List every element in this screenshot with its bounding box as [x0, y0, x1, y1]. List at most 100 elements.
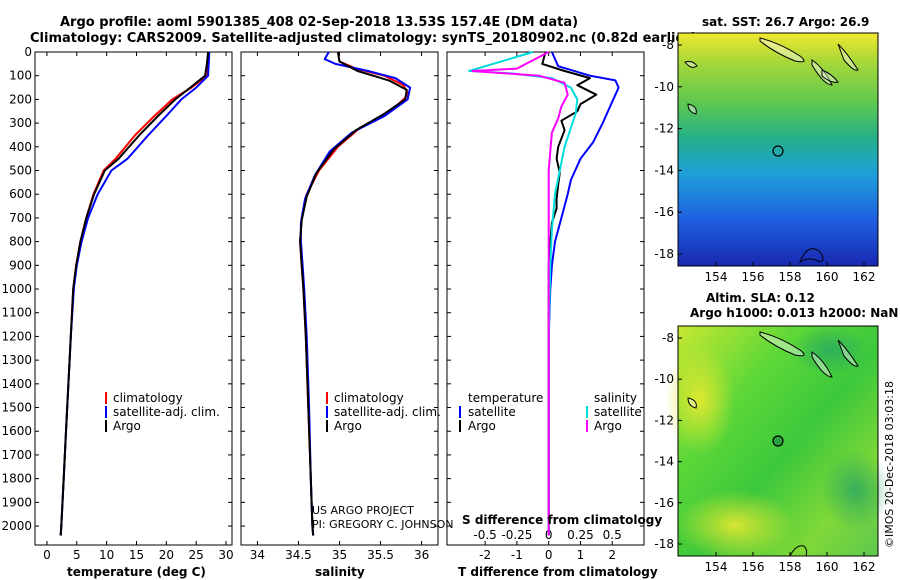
lat-tick-label: -10: [654, 372, 674, 386]
argo-float-marker: [772, 145, 784, 157]
depth-tick-label: 1400: [1, 377, 32, 391]
lon-tick-label: 162: [853, 270, 876, 284]
x-tick-label: 36: [414, 548, 429, 562]
temperature-x-axis: 0 5 10 15 20 25 30: [43, 52, 234, 562]
legend-t-satellite-label: satellite: [468, 405, 516, 419]
depth-tick-label: 900: [9, 258, 32, 272]
depth-tick-label: 1100: [1, 306, 32, 320]
x-tick-label: 35.5: [367, 548, 394, 562]
island-icon: [759, 331, 805, 357]
title-line-1: Argo profile: aoml 5901385_408 02-Sep-20…: [60, 15, 578, 30]
x-tick-label: 2: [608, 548, 616, 562]
depth-tick-label: 1900: [1, 495, 32, 509]
x-tick-label: 15: [129, 548, 144, 562]
lon-tick-label: 162: [853, 560, 876, 574]
lat-tick-label: -14: [654, 455, 674, 469]
series-line-temperature-satellite: [547, 51, 620, 536]
contour-line: [798, 248, 824, 264]
lat-tick-label: -12: [654, 413, 674, 427]
island-icon: [687, 397, 697, 409]
x-tick-label: 20: [159, 548, 174, 562]
lat-tick-label: -8: [662, 331, 674, 345]
sla-anomaly-patch: [790, 325, 870, 375]
lat-tick-label: -18: [654, 247, 674, 261]
difference-xlabel: T difference from climatology: [458, 565, 658, 579]
temperature-series: [59, 51, 211, 536]
salinity-y-ticks: [241, 51, 438, 527]
salinity-x-axis: 34 34.5 35 35.5 36: [250, 52, 429, 562]
legend-s-argo-label: Argo: [594, 419, 622, 433]
lat-tick-label: -8: [662, 38, 674, 52]
x-tick-label: 34.5: [285, 548, 312, 562]
island-icon: [684, 61, 698, 68]
title-line-2: Climatology: CARS2009. Satellite-adjuste…: [30, 31, 697, 46]
series-line-satellite-adj-clim-: [299, 51, 412, 536]
sst-lat-axis: -8 -10 -12 -14 -16 -18: [654, 38, 682, 261]
depth-tick-label: 700: [9, 211, 32, 225]
top-x-tick-label: -0.5: [473, 528, 496, 542]
depth-tick-label: 1300: [1, 353, 32, 367]
legend-t-argo-label: Argo: [468, 419, 496, 433]
imos-watermark: ©IMOS 20-Dec-2018 03:03:18: [883, 381, 896, 548]
x-tick-label: 0: [43, 548, 51, 562]
depth-tick-label: 2000: [1, 519, 32, 533]
difference-top-xlabel: S difference from climatology: [462, 513, 662, 527]
depth-tick-label: 500: [9, 164, 32, 178]
legend-temperature-title: temperature: [468, 391, 543, 405]
series-line-salinity-satellite: [468, 51, 579, 536]
difference-x-axis: -2 -1 0 1 2-0.5 -0.25 0 0.25 0.5: [473, 52, 622, 562]
island-icon: [687, 103, 697, 115]
depth-tick-label: 1200: [1, 329, 32, 343]
lat-tick-label: -12: [654, 122, 674, 136]
difference-legend-salinity: salinity satellite Argo: [586, 391, 642, 433]
series-line-salinity-argo: [471, 51, 569, 536]
series-line-climatology: [59, 51, 210, 536]
series-line-satellite-adj-clim-: [59, 51, 211, 536]
lat-tick-label: -14: [654, 163, 674, 177]
lat-tick-label: -16: [654, 205, 674, 219]
difference-axes-frame: [446, 51, 645, 546]
sst-map-frame: [677, 32, 879, 267]
sla-lat-axis: -8 -10 -12 -14 -16 -18: [654, 331, 682, 551]
lon-tick-label: 160: [816, 270, 839, 284]
legend-salinity-title: salinity: [594, 391, 637, 405]
x-tick-label: 35: [332, 548, 347, 562]
x-tick-label: 0: [545, 548, 553, 562]
series-line-argo: [59, 51, 210, 536]
sst-field: [678, 33, 878, 266]
top-x-tick-label: 0.5: [603, 528, 622, 542]
lon-tick-label: 158: [779, 270, 802, 284]
x-tick-label: 1: [577, 548, 585, 562]
legend-satellite-label: satellite-adj. clim.: [113, 405, 220, 419]
depth-tick-label: 1600: [1, 424, 32, 438]
legend-argo-label: Argo: [113, 419, 141, 433]
island-icon: [837, 339, 859, 367]
island-icon: [759, 37, 805, 63]
x-tick-label: 30: [218, 548, 233, 562]
sla-map-frame: [677, 325, 879, 557]
depth-axis: 0 100 200 300 400 500 600 700 800 900 1000 1100 1200…: [1, 45, 232, 533]
depth-tick-label: 0: [24, 45, 32, 59]
x-tick-label: 25: [189, 548, 204, 562]
sla-lon-axis: 154 156 158 160 162: [705, 552, 876, 574]
x-tick-label: 10: [99, 548, 114, 562]
x-tick-label: -1: [511, 548, 523, 562]
lon-tick-label: 156: [742, 270, 765, 284]
contour-line: [789, 545, 808, 557]
island-icon: [811, 351, 833, 378]
depth-tick-label: 600: [9, 187, 32, 201]
sla-map: Altim. SLA: 0.12 Argo h1000: 0.013 h2000…: [654, 291, 898, 574]
legend-argo-label: Argo: [334, 419, 362, 433]
sla-anomaly-patch: [665, 345, 735, 455]
x-tick-label: 5: [73, 548, 81, 562]
salinity-xlabel: salinity: [315, 565, 365, 579]
sla-anomaly-patch: [820, 450, 890, 530]
legend-climatology-label: climatology: [334, 391, 404, 405]
difference-y-ticks: [447, 51, 644, 527]
temperature-xlabel: temperature (deg C): [67, 565, 206, 579]
lon-tick-label: 154: [705, 560, 728, 574]
x-tick-label: -2: [479, 548, 491, 562]
lon-tick-label: 158: [779, 560, 802, 574]
series-line-argo: [299, 51, 408, 536]
